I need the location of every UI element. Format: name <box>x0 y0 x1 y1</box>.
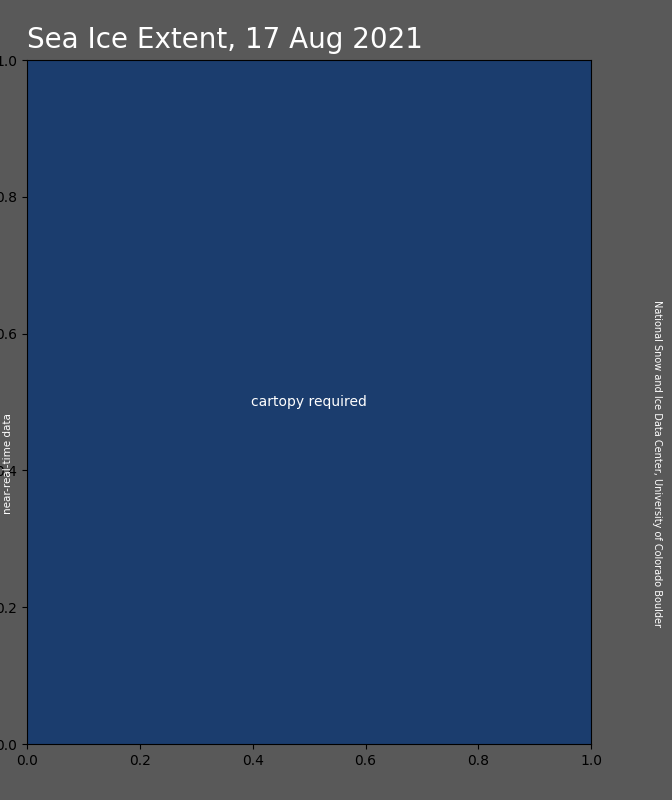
Text: National Snow and Ice Data Center, University of Colorado Boulder: National Snow and Ice Data Center, Unive… <box>653 301 662 627</box>
Text: Sea Ice Extent, 17 Aug 2021: Sea Ice Extent, 17 Aug 2021 <box>27 26 423 54</box>
Text: cartopy required: cartopy required <box>251 395 367 409</box>
Text: near-real-time data: near-real-time data <box>3 414 13 514</box>
